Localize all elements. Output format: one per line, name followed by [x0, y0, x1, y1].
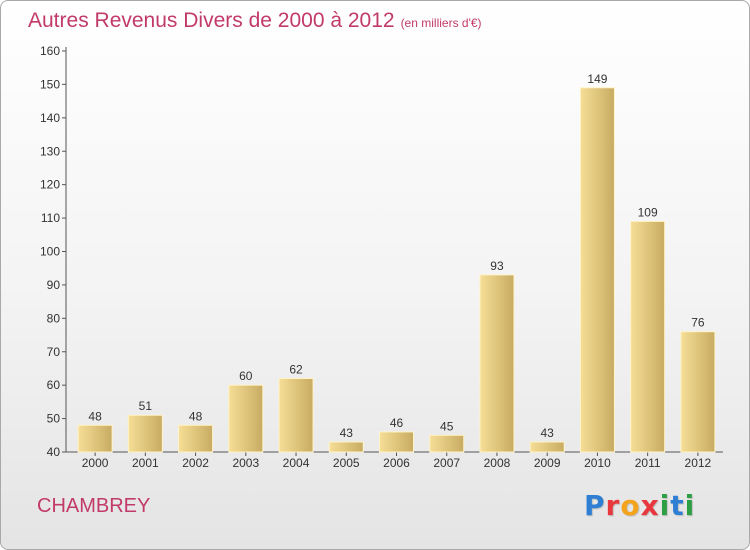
bar-value-label: 93: [490, 259, 504, 273]
bar-value-label: 43: [541, 426, 555, 440]
x-tick-label: 2004: [283, 456, 310, 470]
logo-letter: o: [620, 489, 641, 522]
y-tick-label: 40: [47, 445, 61, 459]
y-tick-label: 100: [40, 245, 60, 259]
y-tick-label: 160: [40, 44, 60, 58]
x-tick-label: 2009: [534, 456, 561, 470]
bar: [479, 274, 515, 453]
proxiti-logo: Proxiti: [584, 489, 695, 522]
y-tick-label: 110: [41, 211, 60, 225]
bar: [630, 220, 666, 453]
place-name: CHAMBREY: [37, 495, 151, 517]
x-tick-label: 2006: [383, 456, 410, 470]
y-tick-label: 130: [40, 144, 60, 158]
y-tick-label: 150: [40, 77, 60, 91]
bar-value-label: 43: [340, 426, 354, 440]
x-tick-label: 2007: [433, 456, 460, 470]
x-tick-label: 2011: [635, 456, 661, 470]
bar: [328, 441, 364, 453]
bar: [178, 424, 214, 453]
bar-value-label: 76: [691, 316, 705, 330]
bar: [579, 87, 615, 453]
x-tick-label: 2001: [132, 456, 159, 470]
bar: [429, 434, 465, 453]
bar: [127, 414, 163, 453]
chart-labels: 48 51 48 60 62 43 46 45 93 43 149 109 76: [88, 72, 704, 440]
y-tick-label: 70: [47, 345, 61, 359]
chart-bars: [77, 87, 716, 453]
bar-value-label: 62: [289, 362, 303, 376]
logo-letter: x: [640, 489, 660, 522]
x-tick-label: 2010: [584, 456, 611, 470]
bar-value-label: 45: [440, 419, 454, 433]
bar-value-label: 149: [587, 72, 607, 86]
x-tick-label: 2005: [333, 456, 360, 470]
x-tick-label: 2002: [182, 456, 209, 470]
bar-value-label: 109: [638, 205, 658, 219]
bar-value-label: 48: [88, 409, 102, 423]
y-tick-label: 50: [47, 412, 61, 426]
y-tick-label: 120: [40, 178, 60, 192]
chart-subtitle: (en milliers d'€): [400, 16, 482, 30]
logo-letter: i: [659, 489, 671, 522]
logo-letter: r: [605, 489, 621, 522]
bar-value-label: 46: [390, 416, 404, 430]
x-tick-label: 2003: [232, 456, 259, 470]
y-tick-label: 90: [47, 278, 61, 292]
y-tick-label: 140: [40, 111, 60, 125]
bar: [529, 441, 565, 453]
x-tick-label: 2000: [82, 456, 109, 470]
chart-title-text: Autres Revenus Divers de 2000 à 2012: [28, 9, 395, 32]
y-tick-label: 80: [47, 311, 61, 325]
y-tick-label: 60: [47, 378, 61, 392]
chart-title: Autres Revenus Divers de 2000 à 2012 (en …: [28, 9, 482, 33]
bar: [228, 384, 264, 453]
bar: [680, 331, 716, 453]
logo-letter: P: [584, 489, 606, 522]
bar: [379, 431, 414, 453]
bar-value-label: 51: [139, 399, 153, 413]
x-tick-label: 2008: [484, 456, 511, 470]
x-tick-label: 2012: [685, 456, 712, 470]
bar: [77, 424, 113, 453]
logo-letter: t: [670, 489, 685, 522]
bar-value-label: 48: [189, 409, 203, 423]
bar: [278, 377, 314, 453]
bar-value-label: 60: [239, 369, 253, 383]
logo-letter: i: [684, 489, 696, 522]
